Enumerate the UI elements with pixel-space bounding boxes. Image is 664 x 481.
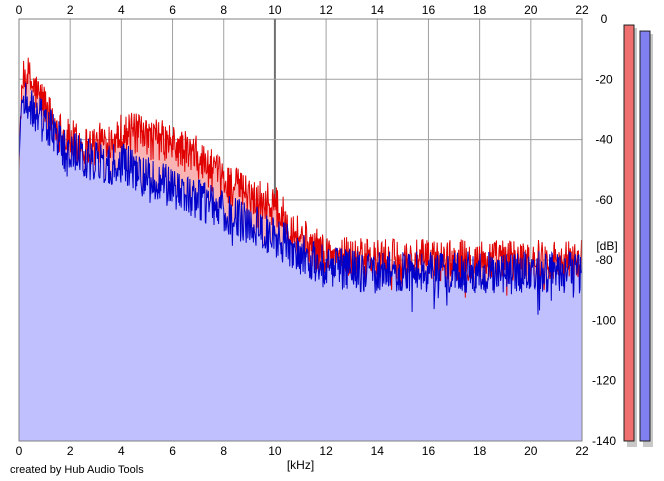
- x-tick-labels-top: 0 2 4 6 8 10 12 14 16 18 20 22: [16, 3, 589, 17]
- y-axis-label: [dB]: [596, 239, 617, 253]
- x-tick-label: 16: [422, 444, 436, 458]
- x-tick-label: 20: [524, 3, 538, 17]
- x-tick-label: 2: [67, 3, 74, 17]
- x-tick-label: 4: [118, 3, 125, 17]
- x-tick-label: 22: [575, 3, 589, 17]
- level-meter-bar: [639, 30, 651, 442]
- x-tick-label: 0: [16, 3, 23, 17]
- y-tick-label: 0: [601, 12, 608, 26]
- x-axis-label: [kHz]: [287, 458, 314, 472]
- x-tick-label: 6: [169, 444, 176, 458]
- x-tick-label: 18: [473, 444, 487, 458]
- x-tick-label: 12: [319, 3, 333, 17]
- x-tick-label: 14: [371, 3, 385, 17]
- x-tick-label: 2: [67, 444, 74, 458]
- y-tick-label: -140: [592, 434, 616, 448]
- x-tick-label: 14: [371, 444, 385, 458]
- series-line: [18, 82, 583, 315]
- x-tick-label: 4: [118, 444, 125, 458]
- y-tick-label: -120: [592, 374, 616, 388]
- plot-area: [18, 18, 583, 442]
- credit-text: created by Hub Audio Tools: [10, 464, 144, 476]
- level-meters: [623, 24, 653, 448]
- x-tick-label: 8: [220, 3, 227, 17]
- x-tick-label: 20: [524, 444, 538, 458]
- x-tick-label: 18: [473, 3, 487, 17]
- x-tick-label: 10: [268, 444, 282, 458]
- x-tick-label: 12: [319, 444, 333, 458]
- y-tick-label: -60: [595, 193, 613, 207]
- level-meter-bar: [623, 24, 635, 442]
- x-tick-label: 6: [169, 3, 176, 17]
- y-tick-label: -100: [592, 313, 616, 327]
- x-tick-label: 22: [575, 444, 589, 458]
- series-fill: [19, 82, 582, 441]
- x-tick-label: 8: [220, 444, 227, 458]
- x-tick-label: 0: [16, 444, 23, 458]
- y-tick-label: -40: [595, 133, 613, 147]
- x-tick-labels-bottom: 0 2 4 6 8 10 12 14 16 18 20 22: [16, 444, 589, 458]
- y-tick-labels: 0 -20 -40 -60 -80 -100 -120 -140: [592, 12, 616, 448]
- y-tick-label: -20: [595, 72, 613, 86]
- series-layer: [18, 57, 583, 441]
- x-tick-label: 16: [422, 3, 436, 17]
- plot-frame: [18, 18, 583, 442]
- y-tick-label: -80: [595, 253, 613, 267]
- x-tick-label: 10: [268, 3, 282, 17]
